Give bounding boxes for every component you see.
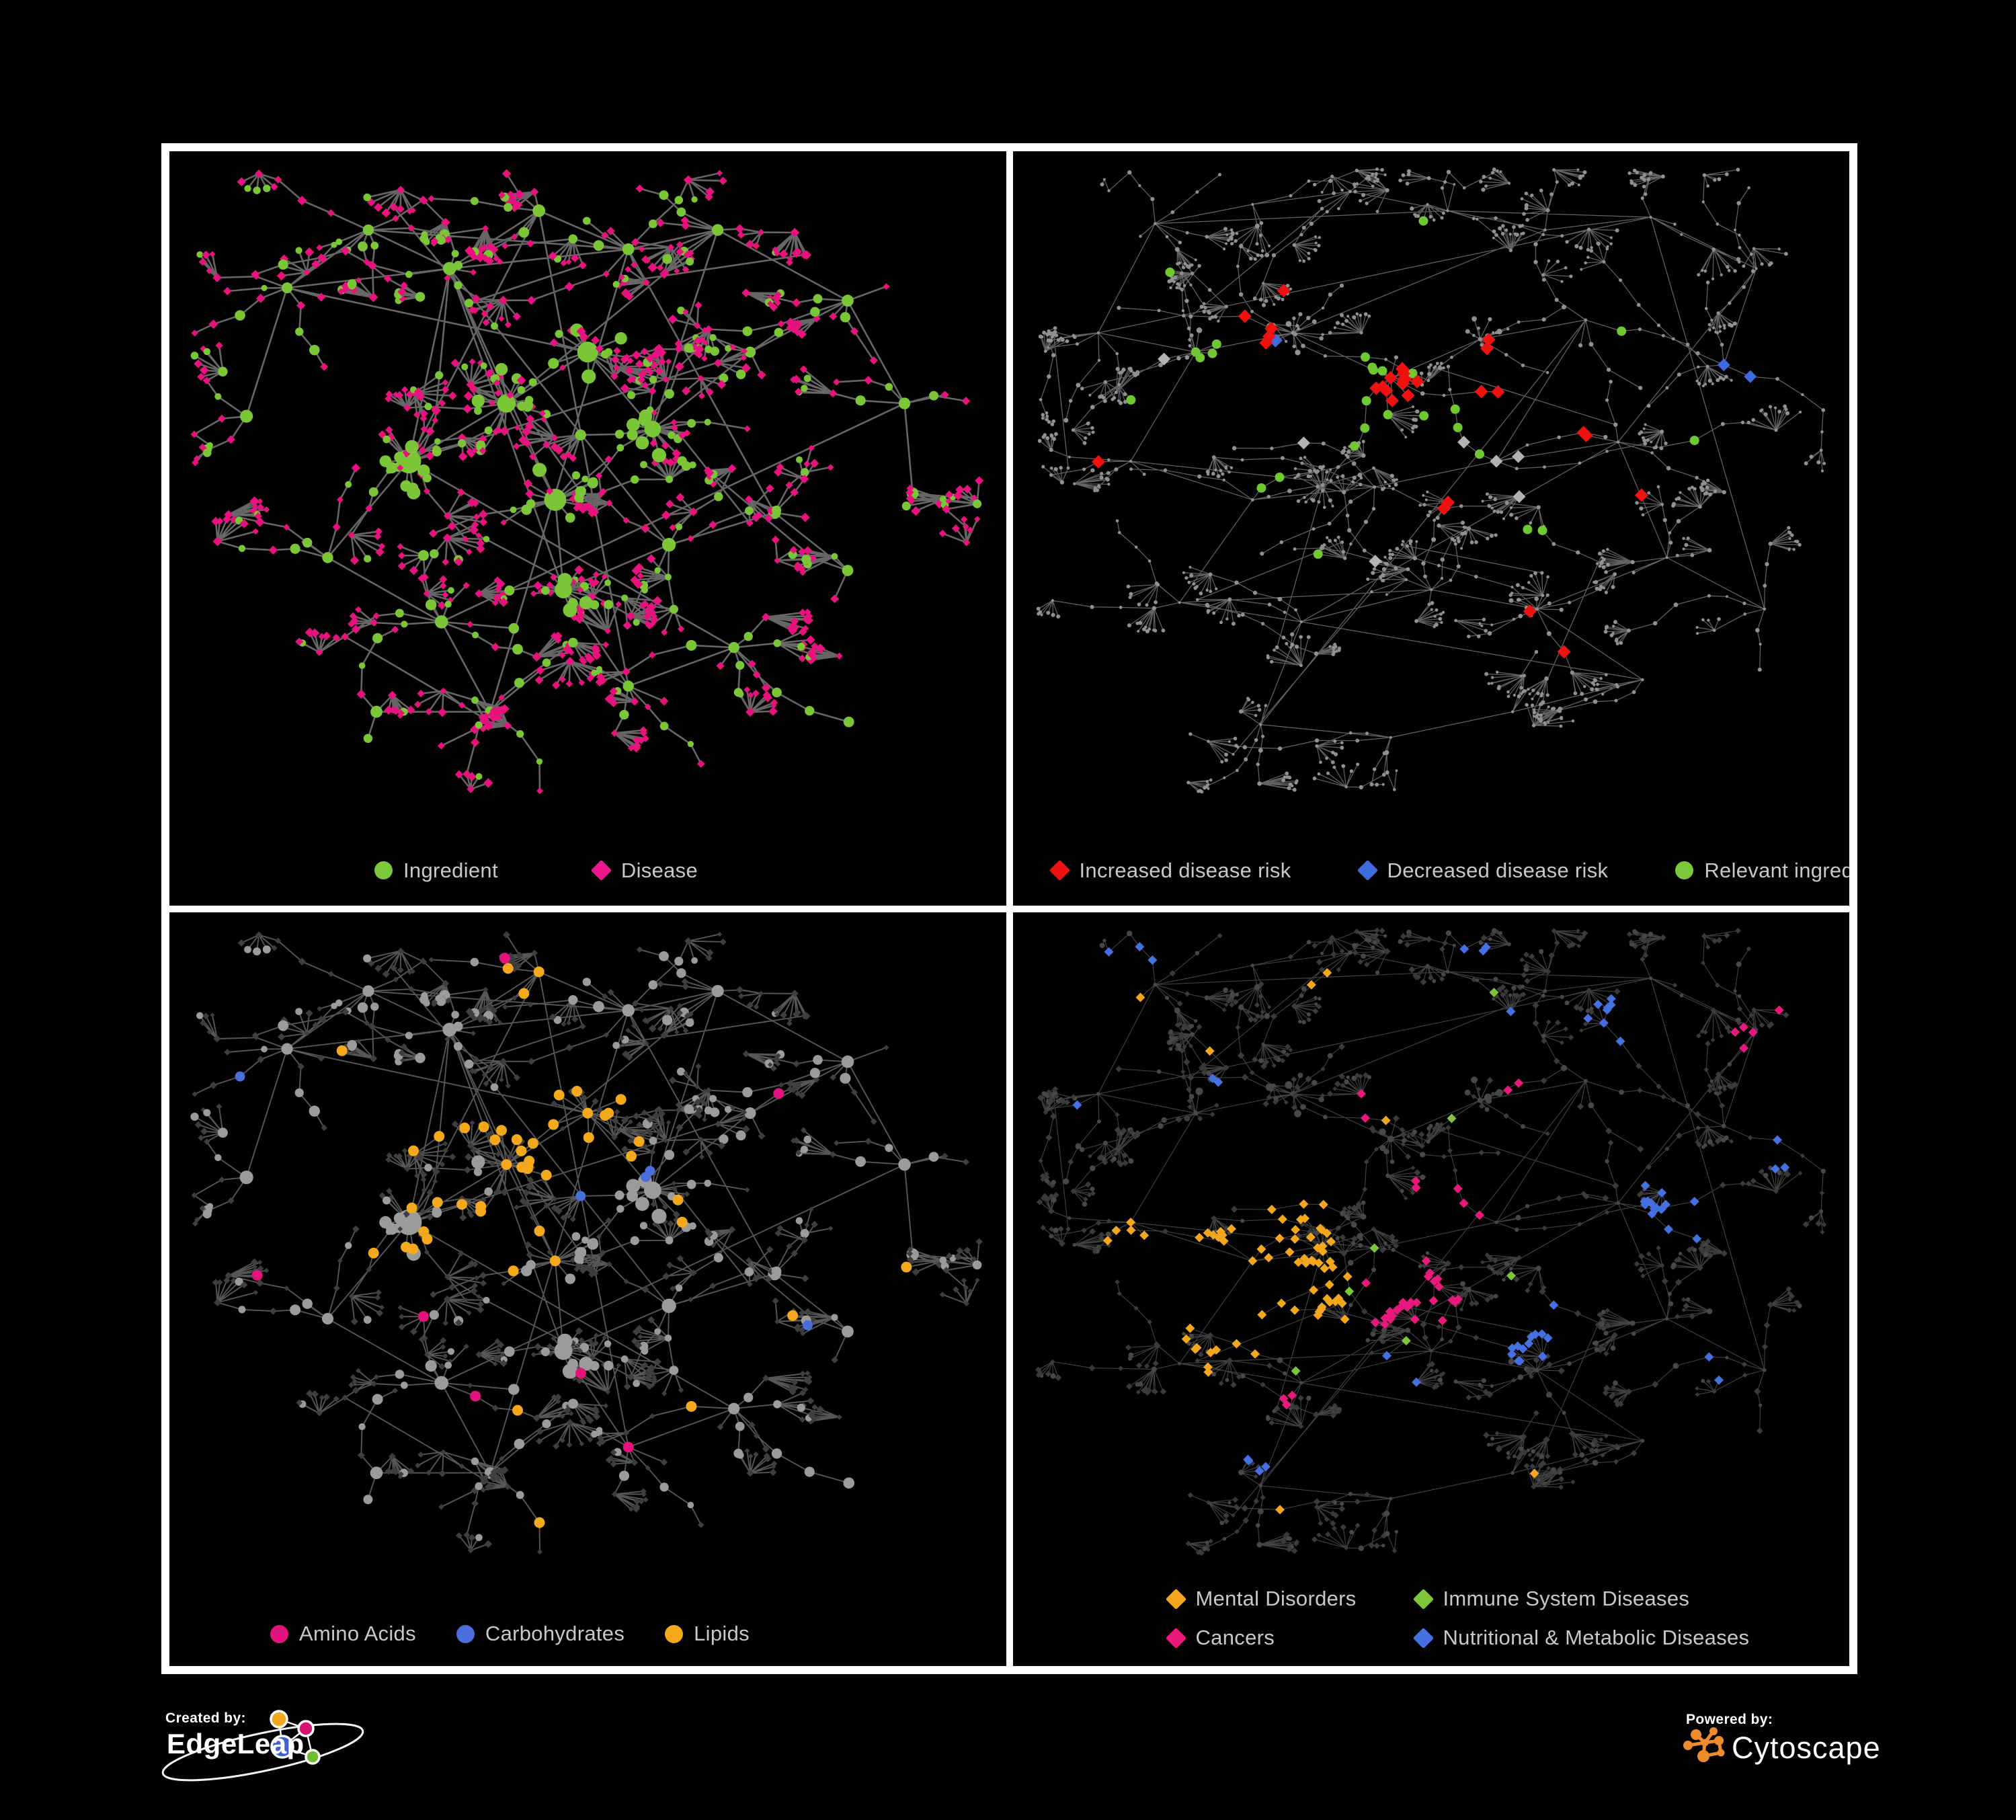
- legend-ingredient-disease: Ingredient Disease: [374, 859, 698, 883]
- lipids-circle-icon: [665, 1624, 684, 1643]
- legend-item-nutritional-metabolic: Nutritional & Metabolic Diseases: [1412, 1626, 1750, 1650]
- mental-disorders-diamond-icon: [1165, 1588, 1186, 1610]
- immune-diseases-diamond-icon: [1412, 1588, 1434, 1610]
- legend-nutrient-classes: Amino Acids Carbohydrates Lipids: [270, 1622, 750, 1646]
- nutritional-metabolic-diamond-icon: [1412, 1627, 1434, 1649]
- legend-label: Ingredient: [403, 858, 498, 882]
- legend-label: Lipids: [694, 1622, 750, 1645]
- carbohydrates-circle-icon: [456, 1624, 475, 1643]
- legend-disease-classes: Mental Disorders Immune System Diseases …: [1165, 1587, 1750, 1650]
- panel-disease-risk: Increased disease risk Decreased disease…: [1012, 151, 1849, 906]
- cytoscape-logo-icon: [1683, 1727, 1725, 1762]
- legend-item-increased-risk: Increased disease risk: [1049, 858, 1291, 883]
- cytoscape-wordmark: Cytoscape: [1732, 1731, 1881, 1765]
- legend-item-relevant-ingredient: Relevant ingredient: [1675, 859, 1849, 883]
- legend-label: Immune System Diseases: [1443, 1587, 1690, 1610]
- legend-label: Increased disease risk: [1079, 858, 1291, 882]
- panel-nutrient-classes: Amino Acids Carbohydrates Lipids: [169, 912, 1006, 1666]
- amino-acids-circle-icon: [270, 1624, 288, 1643]
- legend-label: Relevant ingredient: [1704, 858, 1849, 882]
- relevant-ingredient-circle-icon: [1675, 861, 1694, 879]
- network-disease-risk: [1036, 167, 1826, 794]
- legend-item-cancers: Cancers: [1165, 1626, 1414, 1650]
- legend-item-immune-diseases: Immune System Diseases: [1412, 1587, 1750, 1611]
- legend-label: Carbohydrates: [485, 1622, 625, 1645]
- ingredient-circle-icon: [374, 861, 393, 879]
- legend-label: Mental Disorders: [1195, 1587, 1357, 1610]
- panel-ingredient-disease: Ingredient Disease: [169, 151, 1006, 906]
- network-ingredient-disease: [190, 169, 984, 795]
- legend-label: Amino Acids: [299, 1622, 416, 1645]
- panel-disease-classes: Mental Disorders Immune System Diseases …: [1012, 912, 1849, 1666]
- legend-item-ingredient: Ingredient: [374, 859, 498, 883]
- legend-label: Nutritional & Metabolic Diseases: [1443, 1626, 1750, 1649]
- cytoscape-branding: Powered by: Cytoscape: [1677, 1704, 1986, 1805]
- network-nutrient-classes: [190, 931, 983, 1554]
- edgeleap-branding: Created by: EdgeLeap: [152, 1704, 407, 1815]
- legend-item-mental-disorders: Mental Disorders: [1165, 1587, 1414, 1611]
- legend-label: Disease: [620, 858, 698, 882]
- created-by-label: Created by:: [165, 1710, 246, 1726]
- disease-diamond-icon: [590, 859, 612, 881]
- decreased-risk-diamond-icon: [1357, 859, 1378, 881]
- legend-label: Cancers: [1195, 1626, 1275, 1649]
- panels-grid: Ingredient Disease Increased disease ris…: [161, 143, 1857, 1674]
- legend-item-carbohydrates: Carbohydrates: [456, 1622, 624, 1646]
- legend-item-disease: Disease: [590, 858, 698, 883]
- legend-label: Decreased disease risk: [1387, 858, 1609, 882]
- cancers-diamond-icon: [1165, 1627, 1186, 1649]
- edgeleap-logo-icon: [161, 1710, 364, 1782]
- legend-disease-risk: Increased disease risk Decreased disease…: [1049, 858, 1849, 883]
- legend-item-lipids: Lipids: [665, 1622, 750, 1646]
- network-disease-classes: [1035, 927, 1826, 1556]
- powered-by-label: Powered by:: [1686, 1712, 1773, 1727]
- legend-item-amino-acids: Amino Acids: [270, 1622, 416, 1646]
- increased-risk-diamond-icon: [1049, 859, 1070, 881]
- legend-item-decreased-risk: Decreased disease risk: [1357, 858, 1609, 883]
- edgeleap-wordmark: EdgeLeap: [167, 1728, 305, 1759]
